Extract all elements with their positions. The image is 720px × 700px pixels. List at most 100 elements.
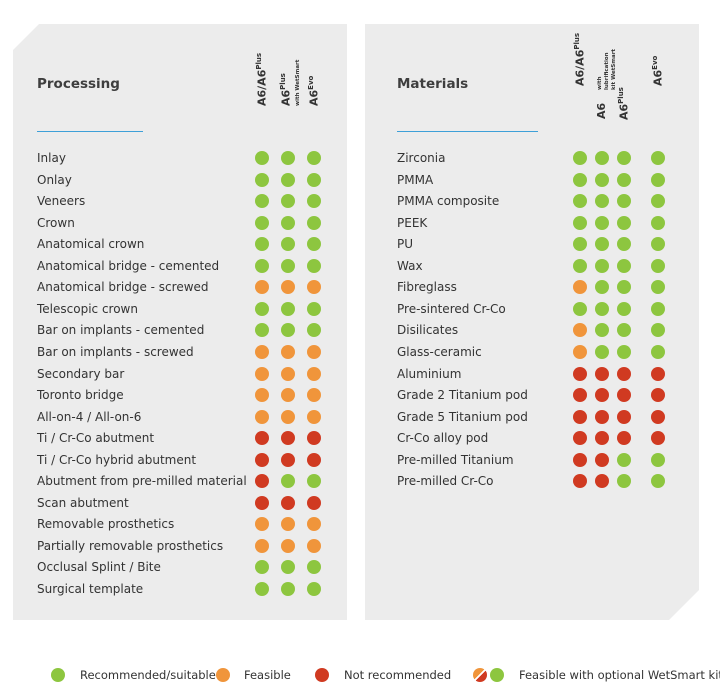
status-dot [281, 301, 295, 316]
status-dot [617, 323, 631, 338]
status-dot [651, 151, 665, 165]
status-dot [255, 172, 269, 187]
status-dot [307, 151, 321, 165]
materials-col-3-subheader: with lubrification kit WetSmart [597, 48, 617, 90]
status-dot [617, 215, 631, 230]
status-dot [573, 237, 587, 252]
status-dot [573, 280, 587, 295]
status-dot [651, 301, 665, 316]
status-dot [281, 237, 295, 252]
row-label: Grade 5 Titanium pod [397, 409, 528, 424]
status-dot [281, 215, 295, 230]
status-dot [651, 258, 665, 273]
status-dot [255, 151, 269, 165]
row-label: Crown [37, 215, 75, 230]
row-label: Secondary bar [37, 366, 125, 381]
status-dot [617, 344, 631, 359]
status-dot [255, 582, 269, 596]
status-dot [307, 344, 321, 359]
status-dot [617, 151, 631, 165]
row-label: PMMA composite [397, 194, 500, 209]
status-dot [617, 431, 631, 446]
status-dot [595, 172, 609, 187]
status-dot [617, 474, 631, 489]
status-dot [307, 194, 321, 209]
status-dot [573, 344, 587, 359]
status-dot [651, 344, 665, 359]
status-dot [281, 452, 295, 467]
recommended-legend-icon [51, 668, 65, 682]
row-label: Aluminium [397, 366, 462, 381]
row-label: Disilicates [397, 323, 459, 338]
row-label: Anatomical bridge - screwed [37, 280, 209, 295]
materials-col-1-header: A6/A6Plus [573, 32, 587, 86]
row-label: Anatomical crown [37, 237, 145, 252]
status-dot [307, 172, 321, 187]
status-dot [255, 194, 269, 209]
status-dot [573, 194, 587, 209]
row-label: Partially removable prosthetics [37, 538, 224, 553]
status-dot [255, 301, 269, 316]
status-dot [281, 344, 295, 359]
row-label: Zirconia [397, 151, 446, 165]
status-dot [255, 258, 269, 273]
status-dot [617, 194, 631, 209]
status-dot [281, 560, 295, 575]
status-dot [255, 538, 269, 553]
row-label: Toronto bridge [37, 388, 124, 403]
row-label: Grade 2 Titanium pod [397, 388, 528, 403]
row-label: PU [397, 237, 414, 252]
status-dot [595, 409, 609, 424]
status-dot [307, 538, 321, 553]
processing-col-1-header: A6/A6Plus [255, 52, 269, 106]
wetsmart-half-legend-icon [473, 668, 487, 682]
status-dot [573, 452, 587, 467]
row-label: Anatomical bridge - cemented [37, 258, 220, 273]
row-label: Bar on implants - screwed [37, 344, 194, 359]
status-dot [573, 215, 587, 230]
status-dot [255, 237, 269, 252]
status-dot [255, 474, 269, 489]
status-dot [595, 366, 609, 381]
processing-title-underline [37, 131, 143, 132]
status-dot [595, 323, 609, 338]
status-dot [617, 452, 631, 467]
row-label: Surgical template [37, 582, 144, 596]
status-dot [573, 409, 587, 424]
status-dot [595, 151, 609, 165]
status-dot [595, 474, 609, 489]
row-label: Ti / Cr-Co hybrid abutment [37, 452, 197, 467]
status-dot [595, 280, 609, 295]
row-label: Glass-ceramic [397, 344, 482, 359]
status-dot [281, 280, 295, 295]
row-label: Ti / Cr-Co abutment [37, 431, 155, 446]
row-label: Cr-Co alloy pod [397, 431, 489, 446]
status-dot [307, 237, 321, 252]
status-dot [595, 431, 609, 446]
status-dot [573, 172, 587, 187]
status-dot [255, 431, 269, 446]
status-dot [617, 409, 631, 424]
row-label: PMMA [397, 172, 434, 187]
status-dot [573, 474, 587, 489]
materials-title: Materials [397, 76, 469, 92]
status-dot [573, 366, 587, 381]
status-dot [281, 474, 295, 489]
row-label: All-on-4 / All-on-6 [37, 409, 142, 424]
status-dot [307, 323, 321, 338]
status-dot [281, 582, 295, 596]
status-dot [595, 344, 609, 359]
legend-feasible: Feasible [244, 668, 291, 682]
status-dot [307, 495, 321, 510]
status-dot [255, 452, 269, 467]
status-dot [307, 366, 321, 381]
status-dot [307, 582, 321, 596]
legend-recommended: Recommended/suitable [80, 668, 216, 682]
row-label: Occlusal Splint / Bite [37, 560, 161, 575]
status-dot [255, 344, 269, 359]
status-dot [281, 495, 295, 510]
status-dot [255, 366, 269, 381]
status-dot [281, 538, 295, 553]
status-dot [651, 452, 665, 467]
materials-panel: Materials A6/A6Plus A6 A6Plus with lubri… [365, 24, 699, 620]
